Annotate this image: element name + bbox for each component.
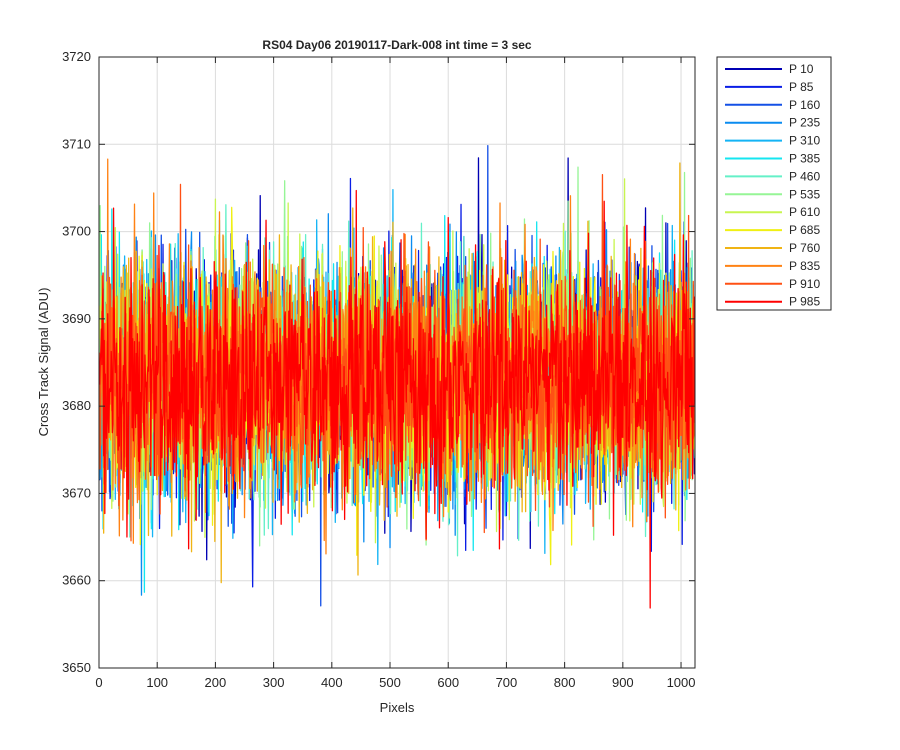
x-tick-label: 300 [263,675,285,690]
y-tick-label: 3670 [62,485,91,500]
legend-label: P 385 [789,152,820,166]
legend-label: P 535 [789,187,820,201]
x-tick-label: 0 [95,675,102,690]
y-tick-label: 3710 [62,136,91,151]
x-tick-label: 500 [379,675,401,690]
legend-label: P 685 [789,223,820,237]
x-axis-label: Pixels [380,700,415,715]
y-tick-label: 3650 [62,660,91,675]
legend-label: P 760 [789,241,820,255]
legend-label: P 835 [789,259,820,273]
x-tick-label: 900 [612,675,634,690]
x-tick-label: 600 [437,675,459,690]
legend: P 10 P 85 P 160 P 235 P 310 P 385 P 460 P 535 P … [716,56,832,311]
legend-label: P 85 [789,80,814,94]
axis-ticks: 0 100 200 300 400 500 600 700 800 900 1000 3650 3660… [62,49,695,690]
legend-label: P 235 [789,116,820,130]
legend-label: P 610 [789,205,820,219]
x-tick-label: 200 [205,675,227,690]
x-tick-label: 800 [554,675,576,690]
legend-label: P 310 [789,134,820,148]
legend-label: P 910 [789,277,820,291]
y-axis-label: Cross Track Signal (ADU) [36,288,51,437]
y-tick-label: 3720 [62,49,91,64]
series-line-p-985 [99,189,695,609]
legend-label: P 10 [789,62,814,76]
legend-label: P 460 [789,169,820,183]
legend-label: P 160 [789,98,820,112]
y-tick-label: 3690 [62,311,91,326]
chart-title: RS04 Day06 20190117-Dark-008 int time = … [262,38,532,52]
series-lines [99,144,695,609]
plot-frame [98,56,696,669]
x-tick-label: 1000 [667,675,696,690]
legend-label: P 985 [789,295,820,309]
legend-box [716,56,832,311]
x-tick-label: 700 [496,675,518,690]
y-tick-label: 3700 [62,224,91,239]
x-tick-label: 400 [321,675,343,690]
x-tick-label: 100 [146,675,168,690]
y-tick-label: 3680 [62,398,91,413]
y-tick-label: 3660 [62,573,91,588]
